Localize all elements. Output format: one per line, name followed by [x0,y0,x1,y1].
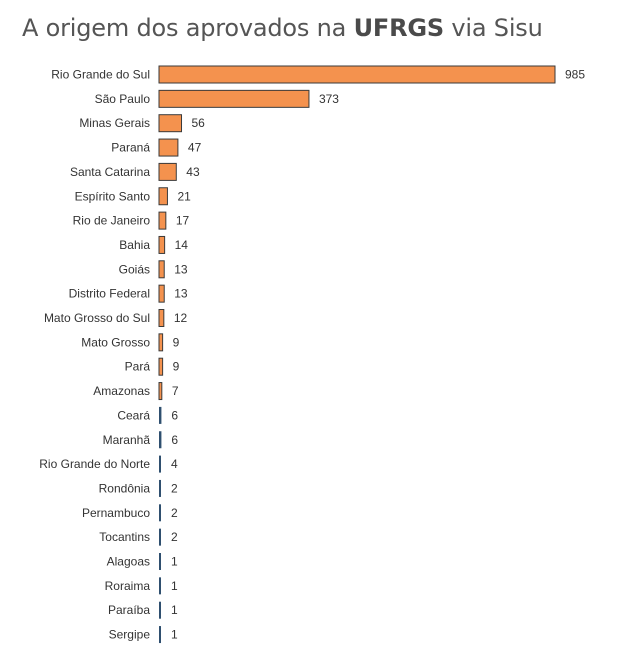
bar [158,235,166,254]
bar [158,284,165,303]
bar [158,162,177,181]
bar [159,577,161,595]
category-label: Maranhã [103,433,151,447]
data-label: 1 [171,628,178,642]
category-label: Alagoas [107,555,150,569]
data-label: 13 [174,287,188,301]
category-label: Paraíba [108,603,150,617]
data-label: 1 [171,555,178,569]
chart-title-suffix: via Sisu [443,14,543,42]
bar [158,114,183,133]
category-label: Santa Catarina [70,165,150,179]
category-label: Sergipe [109,628,151,642]
bar [159,479,161,497]
data-label: 17 [176,214,190,228]
bar [158,333,164,352]
category-label: Paraná [111,141,150,155]
bar [158,138,179,157]
bar [159,601,161,619]
category-label: Mato Grosso [81,335,150,349]
data-label: 9 [173,335,180,349]
bar [159,455,161,473]
category-label: Pernambuco [82,506,150,520]
chart-title-prefix: A origem dos aprovados na [22,14,354,42]
category-label: Tocantins [99,530,150,544]
category-label: Ceará [117,408,150,422]
data-label: 6 [171,433,178,447]
category-label: Espírito Santo [75,189,151,203]
bar [158,357,164,376]
data-label: 4 [171,457,178,471]
bar [159,406,162,424]
data-label: 56 [192,116,206,130]
category-label: Roraima [105,579,151,593]
data-label: 6 [171,408,178,422]
data-label: 2 [171,506,178,520]
data-label: 14 [175,238,189,252]
category-label: São Paulo [95,92,151,106]
category-label: Minas Gerais [79,116,150,130]
data-label: 47 [188,141,202,155]
data-label: 373 [319,92,339,106]
bar [159,431,162,449]
bar [158,211,167,230]
bar [158,309,165,327]
bar [159,504,161,522]
bar [158,382,163,401]
data-label: 1 [171,579,178,593]
bar [158,187,168,206]
data-label: 12 [174,311,188,325]
category-label: Bahia [119,238,150,252]
data-label: 9 [173,360,180,374]
bar [158,89,310,108]
bar [159,626,161,644]
data-label: 13 [174,262,188,276]
chart-title-highlight: UFRGS [353,14,445,42]
bar [159,553,161,570]
bar [158,65,556,84]
category-label: Rio Grande do Norte [39,457,150,471]
category-label: Rondônia [99,481,151,495]
chart-title: A origem dos aprovados na UFRGS via Sisu [22,14,543,42]
category-label: Amazonas [93,384,150,398]
category-label: Rio Grande do Sul [51,68,150,82]
data-label: 2 [171,481,178,495]
category-label: Mato Grosso do Sul [44,311,150,325]
bar [159,528,161,546]
category-label: Pará [125,360,151,374]
bar [158,260,165,279]
data-label: 1 [171,603,178,617]
data-label: 985 [565,68,585,82]
category-label: Goiás [119,262,150,276]
data-label: 7 [172,384,179,398]
data-label: 43 [186,165,200,179]
category-label: Distrito Federal [69,287,150,301]
data-label: 21 [177,189,191,203]
data-label: 2 [171,530,178,544]
category-label: Rio de Janeiro [73,214,151,228]
